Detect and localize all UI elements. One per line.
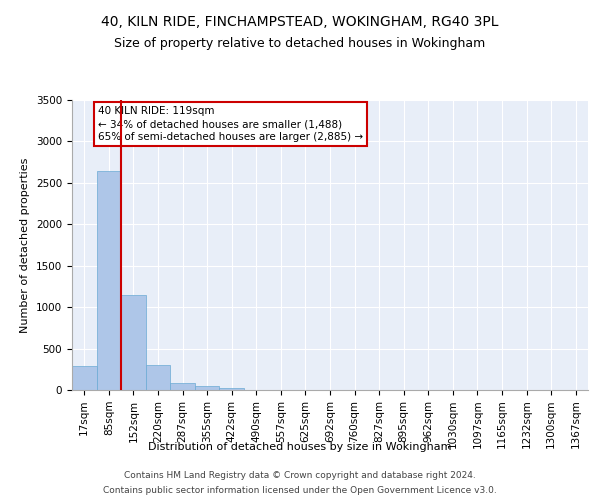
Bar bbox=[195, 386, 220, 390]
Text: Distribution of detached houses by size in Wokingham: Distribution of detached houses by size … bbox=[148, 442, 452, 452]
Text: 40 KILN RIDE: 119sqm
← 34% of detached houses are smaller (1,488)
65% of semi-de: 40 KILN RIDE: 119sqm ← 34% of detached h… bbox=[98, 106, 363, 142]
Text: Contains public sector information licensed under the Open Government Licence v3: Contains public sector information licen… bbox=[103, 486, 497, 495]
Text: Contains HM Land Registry data © Crown copyright and database right 2024.: Contains HM Land Registry data © Crown c… bbox=[124, 471, 476, 480]
Bar bbox=[170, 382, 195, 390]
Bar bbox=[121, 295, 146, 390]
Bar bbox=[220, 388, 244, 390]
Y-axis label: Number of detached properties: Number of detached properties bbox=[20, 158, 31, 332]
Bar bbox=[146, 365, 170, 390]
Bar bbox=[72, 366, 97, 390]
Bar bbox=[97, 172, 121, 390]
Text: Size of property relative to detached houses in Wokingham: Size of property relative to detached ho… bbox=[115, 38, 485, 51]
Text: 40, KILN RIDE, FINCHAMPSTEAD, WOKINGHAM, RG40 3PL: 40, KILN RIDE, FINCHAMPSTEAD, WOKINGHAM,… bbox=[101, 15, 499, 29]
